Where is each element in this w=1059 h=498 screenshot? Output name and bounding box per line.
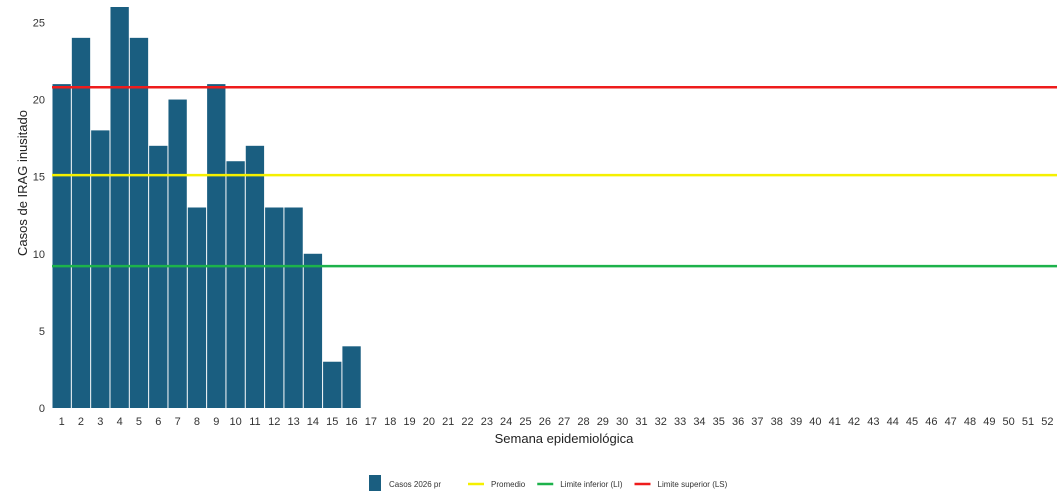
- y-tick-label: 20: [33, 95, 45, 107]
- bar-week-14: [303, 253, 323, 408]
- x-tick-label: 6: [155, 416, 161, 428]
- x-tick-label: 33: [674, 416, 686, 428]
- legend-label: Casos 2026 pr: [389, 480, 441, 489]
- x-tick-label: 28: [577, 416, 589, 428]
- x-tick-label: 31: [635, 416, 647, 428]
- x-tick-label: 4: [117, 416, 123, 428]
- x-tick-label: 52: [1041, 416, 1053, 428]
- x-tick-label: 48: [964, 416, 976, 428]
- x-tick-label: 16: [345, 416, 357, 428]
- bar-week-7: [168, 99, 187, 408]
- x-tick-label: 51: [1022, 416, 1034, 428]
- x-tick-label: 38: [771, 416, 783, 428]
- bar-week-15: [323, 361, 342, 408]
- x-tick-label: 1: [59, 416, 65, 428]
- x-tick-label: 12: [268, 416, 280, 428]
- x-tick-label: 37: [751, 416, 763, 428]
- reference-lines-group: [52, 85, 1057, 268]
- y-tick-label: 15: [33, 172, 45, 184]
- x-tick-label: 18: [384, 416, 396, 428]
- legend-label: Limite superior (LS): [658, 480, 728, 489]
- x-tick-label: 22: [461, 416, 473, 428]
- x-tick-label: 50: [1003, 416, 1015, 428]
- bar-week-16: [342, 346, 361, 408]
- x-tick-label: 40: [809, 416, 821, 428]
- x-tick-label: 43: [867, 416, 879, 428]
- x-tick-label: 27: [558, 416, 570, 428]
- x-tick-label: 7: [175, 416, 181, 428]
- x-tick-label: 15: [326, 416, 338, 428]
- x-tick-label: 17: [365, 416, 377, 428]
- bar-week-9: [207, 84, 226, 409]
- bar-week-4: [110, 7, 129, 408]
- x-tick-label: 21: [442, 416, 454, 428]
- x-tick-label: 2: [78, 416, 84, 428]
- y-tick-label: 0: [39, 403, 45, 415]
- bar-week-10: [226, 161, 245, 408]
- bar-week-11: [245, 145, 265, 408]
- x-tick-label: 35: [713, 416, 725, 428]
- x-tick-label: 30: [616, 416, 628, 428]
- x-tick-label: 44: [887, 416, 899, 428]
- x-tick-label: 23: [481, 416, 493, 428]
- legend: Casos 2026 pr Promedio Limite inferior (LI…: [369, 475, 728, 491]
- x-tick-label: 9: [213, 416, 219, 428]
- x-tick-label: 49: [983, 416, 995, 428]
- y-tick-labels: 0 5 10 15 20 25: [33, 17, 45, 415]
- y-tick-label: 25: [33, 17, 45, 29]
- x-tick-label: 46: [925, 416, 937, 428]
- x-tick-label: 3: [97, 416, 103, 428]
- y-tick-label: 5: [39, 326, 45, 338]
- bar-week-5: [129, 37, 149, 408]
- y-axis-title: Casos de IRAG inusitado: [15, 110, 30, 256]
- x-tick-label: 32: [655, 416, 667, 428]
- bar-week-12: [265, 207, 284, 408]
- x-tick-label: 47: [945, 416, 957, 428]
- x-tick-label: 36: [732, 416, 744, 428]
- x-tick-label: 10: [229, 416, 241, 428]
- x-tick-label: 45: [906, 416, 918, 428]
- x-tick-label: 11: [249, 416, 260, 428]
- x-tick-label: 8: [194, 416, 200, 428]
- x-tick-label: 42: [848, 416, 860, 428]
- bar-week-3: [91, 130, 110, 408]
- bar-week-13: [284, 207, 303, 408]
- bar-week-1: [52, 84, 71, 409]
- y-tick-label: 10: [33, 249, 45, 261]
- x-tick-label: 24: [500, 416, 512, 428]
- x-tick-label: 29: [597, 416, 609, 428]
- x-tick-label: 19: [403, 416, 415, 428]
- x-tick-label: 41: [829, 416, 841, 428]
- x-tick-labels: 1 2 3 4 5 6 7 8 9 10 11 12 13 14 15 16 17 18 19 20 21 22 23 24 2…: [59, 416, 1054, 428]
- legend-label: Promedio: [491, 480, 526, 489]
- x-tick-label: 5: [136, 416, 142, 428]
- bar-week-2: [71, 37, 91, 408]
- legend-swatch-bar: [369, 475, 381, 491]
- x-tick-label: 34: [693, 416, 705, 428]
- bars-group: [52, 7, 361, 409]
- x-tick-label: 20: [423, 416, 435, 428]
- x-axis-title: Semana epidemiológica: [495, 431, 635, 446]
- x-tick-label: 39: [790, 416, 802, 428]
- bar-week-8: [187, 207, 207, 408]
- x-tick-label: 14: [307, 416, 319, 428]
- x-tick-label: 26: [539, 416, 551, 428]
- x-tick-label: 25: [519, 416, 531, 428]
- x-tick-label: 13: [287, 416, 299, 428]
- bar-week-6: [149, 145, 168, 408]
- legend-label: Limite inferior (LI): [560, 480, 623, 489]
